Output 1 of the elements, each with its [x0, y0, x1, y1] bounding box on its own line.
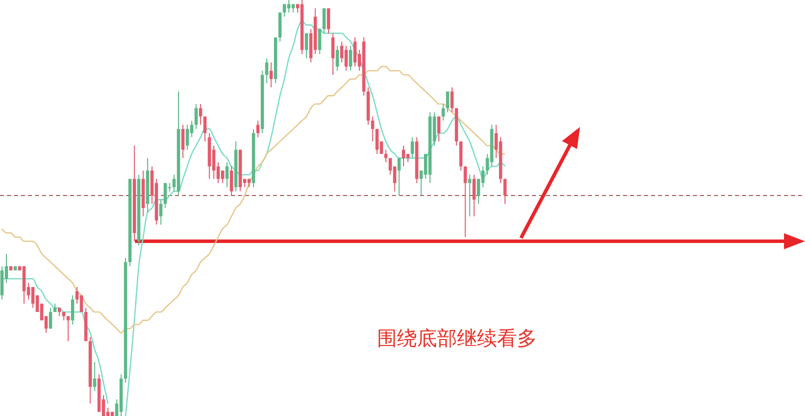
annotation: 围绕底部继续看多 — [377, 326, 537, 350]
